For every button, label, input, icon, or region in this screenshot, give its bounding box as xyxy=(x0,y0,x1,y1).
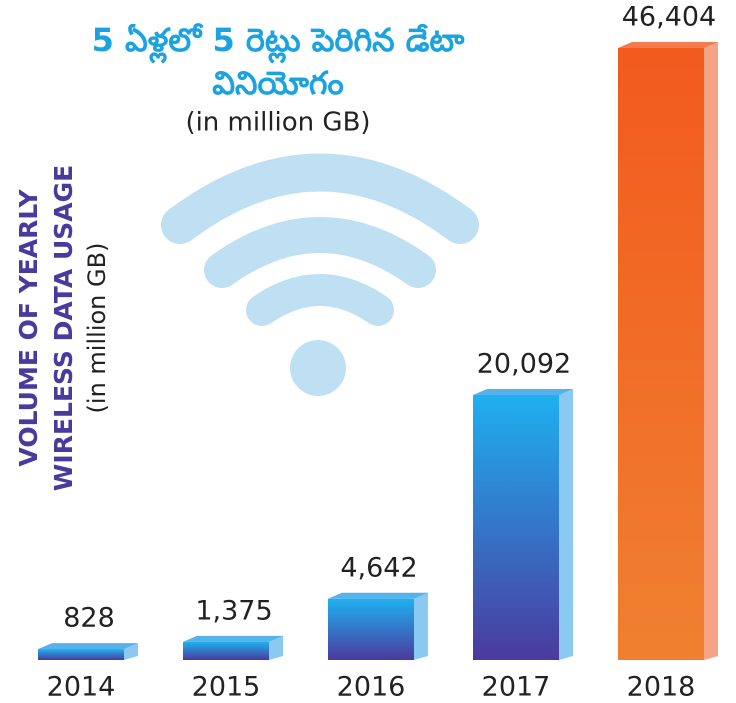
y-axis-label: VOLUME OF YEARLY WIRELESS DATA USAGE (in… xyxy=(14,165,111,491)
title-line: 5 ఏళ్లలో 5 రెట్లు పెరిగిన డేటా xyxy=(92,21,466,64)
bar-top xyxy=(183,635,283,642)
bar-top xyxy=(618,42,718,48)
value-label: 1,375 xyxy=(195,595,272,626)
value-label: 828 xyxy=(63,603,115,634)
bar xyxy=(328,598,414,660)
x-tick-label: 2016 xyxy=(337,672,406,703)
x-tick-label: 2015 xyxy=(192,672,261,703)
bar-side xyxy=(269,635,283,660)
bar-top xyxy=(473,389,573,396)
bar-side xyxy=(559,389,573,660)
x-tick-label: 2017 xyxy=(482,672,551,703)
bar xyxy=(473,395,559,660)
bar-side xyxy=(704,42,718,660)
x-tick-label: 2018 xyxy=(627,672,696,703)
bar xyxy=(38,649,124,660)
bar-top xyxy=(38,643,138,650)
bar-side xyxy=(414,592,428,660)
y-label-line: (in million GB) xyxy=(83,243,111,414)
value-label: 46,404 xyxy=(622,2,716,33)
value-label: 20,092 xyxy=(477,349,571,380)
bar-side xyxy=(124,643,138,660)
bar xyxy=(618,48,704,660)
bar xyxy=(183,641,269,660)
y-label-line: WIRELESS DATA USAGE xyxy=(49,165,78,491)
y-label-line: VOLUME OF YEARLY xyxy=(14,189,43,467)
x-tick-label: 2014 xyxy=(47,672,116,703)
wifi-icon xyxy=(161,153,479,396)
subtitle: (in million GB) xyxy=(185,108,370,138)
value-label: 4,642 xyxy=(340,552,417,583)
title-line: వినియోగం xyxy=(212,64,344,102)
bar-top xyxy=(328,592,428,599)
